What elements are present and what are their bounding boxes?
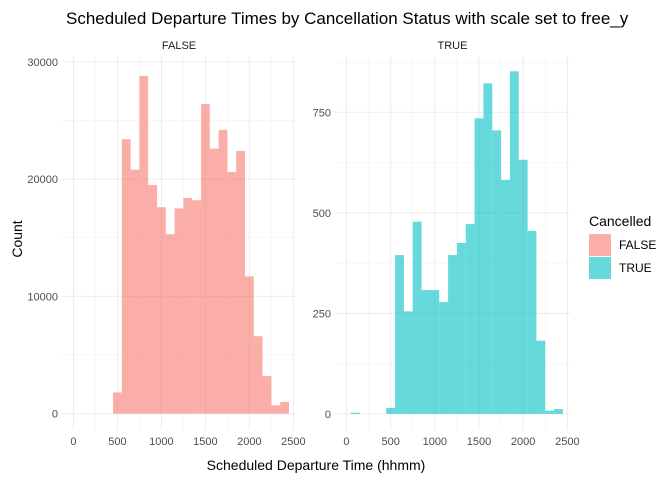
histogram-bar (527, 230, 537, 414)
y-tick-label: 0 (325, 409, 331, 421)
histogram-bar (174, 208, 184, 414)
facet-strip-label: FALSE (162, 40, 196, 52)
histogram-bar (271, 405, 281, 414)
x-tick-label: 1500 (467, 436, 491, 448)
histogram-bar (280, 401, 289, 414)
legend-label: TRUE (619, 261, 652, 275)
legend-label: FALSE (619, 238, 656, 252)
histogram-bar (456, 243, 466, 414)
y-tick-label: 250 (313, 308, 331, 320)
histogram-bar (412, 221, 422, 414)
histogram-bar (474, 118, 484, 414)
histogram-bar (518, 159, 528, 414)
histogram-bar (430, 290, 440, 414)
histogram-bar (554, 409, 563, 414)
histogram-bar (509, 71, 519, 414)
y-tick-label: 750 (313, 107, 331, 119)
histogram-bar (395, 255, 404, 414)
histogram-bar (483, 83, 493, 414)
x-axis-title: Scheduled Departure Time (hhmm) (207, 457, 426, 473)
x-tick-label: 1000 (149, 436, 173, 448)
x-tick-label: 500 (108, 436, 126, 448)
histogram-bar (386, 407, 396, 414)
chart-title: Scheduled Departure Times by Cancellatio… (66, 9, 629, 28)
histogram-bar (236, 150, 245, 414)
histogram-bar (209, 148, 219, 414)
histogram-bar (165, 234, 175, 414)
legend-swatch (589, 234, 611, 256)
histogram-bar (536, 340, 546, 414)
x-tick-label: 0 (343, 436, 349, 448)
histogram-bar (439, 302, 449, 414)
histogram-bar (403, 311, 413, 414)
x-tick-label: 500 (381, 436, 399, 448)
y-tick-label: 0 (52, 409, 58, 421)
histogram-bar (262, 376, 272, 414)
y-tick-label: 500 (313, 208, 331, 220)
x-tick-label: 2500 (281, 436, 305, 448)
panel-false: FALSE 0 10000 20000 30000 0 500 1000 1500 2000 250… (27, 40, 305, 448)
histogram-bar (183, 197, 193, 414)
x-tick-label: 1500 (193, 436, 217, 448)
histogram-bar (448, 255, 457, 414)
x-tick-label: 2000 (237, 436, 261, 448)
panel-true: TRUE 0 250 500 750 0 500 1000 1500 2000 2500 (313, 40, 580, 448)
histogram-bar (148, 184, 158, 414)
histogram-bar (113, 392, 122, 414)
histogram-bar (350, 412, 360, 414)
histogram-bar (501, 179, 510, 414)
y-tick-label: 10000 (27, 291, 58, 303)
y-axis-title: Count (9, 220, 25, 257)
y-tick-label: 30000 (27, 57, 58, 69)
x-tick-label: 1000 (423, 436, 447, 448)
histogram-bar (218, 129, 228, 414)
histogram-bar (465, 224, 475, 414)
histogram-bar (545, 410, 555, 414)
histogram-bar (157, 207, 166, 414)
x-tick-label: 2500 (555, 436, 579, 448)
legend-swatch (589, 257, 611, 279)
histogram-bar (139, 75, 149, 414)
legend: Cancelled FALSE TRUE (589, 213, 656, 279)
histogram-bar (121, 139, 131, 414)
histogram-bar (253, 336, 263, 414)
histogram-bar (421, 290, 431, 414)
legend-title: Cancelled (589, 213, 651, 229)
facet-strip-label: TRUE (438, 40, 468, 52)
histogram-bar (227, 172, 237, 414)
histogram-bar (192, 200, 201, 414)
y-tick-label: 20000 (27, 174, 58, 186)
histogram-bar (130, 169, 140, 414)
histogram-bar (492, 130, 502, 414)
histogram-bar (200, 104, 210, 414)
histogram-bar (244, 276, 254, 414)
x-tick-label: 2000 (511, 436, 535, 448)
x-tick-label: 0 (70, 436, 76, 448)
